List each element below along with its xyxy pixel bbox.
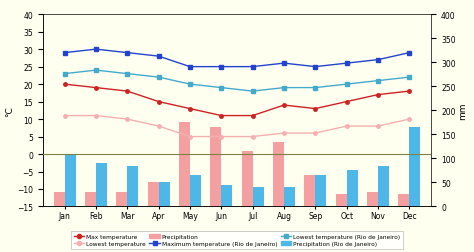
Bar [128, 166, 138, 207]
Bar [399, 195, 410, 207]
Bar [116, 192, 128, 207]
Bar [242, 152, 253, 207]
Legend: Max temperature, Lowest temperature, Precipitation, Maximum temperature (Rio de : Max temperature, Lowest temperature, Pre… [71, 231, 403, 249]
Bar [336, 195, 346, 207]
Bar [346, 171, 358, 207]
Y-axis label: mm: mm [458, 102, 467, 120]
Bar [190, 175, 201, 207]
Bar [179, 123, 190, 207]
Bar [304, 175, 315, 207]
Bar [221, 185, 232, 207]
Bar [410, 128, 420, 207]
Bar [159, 183, 170, 207]
Bar [96, 164, 107, 207]
Bar [54, 192, 64, 207]
Y-axis label: °C: °C [5, 106, 14, 116]
Bar [367, 192, 378, 207]
Bar [253, 187, 264, 207]
Bar [284, 187, 295, 207]
Bar [148, 183, 159, 207]
Bar [273, 142, 284, 207]
Bar [378, 166, 389, 207]
Bar [64, 154, 75, 207]
Bar [85, 192, 96, 207]
Bar [210, 128, 221, 207]
Bar [315, 175, 326, 207]
